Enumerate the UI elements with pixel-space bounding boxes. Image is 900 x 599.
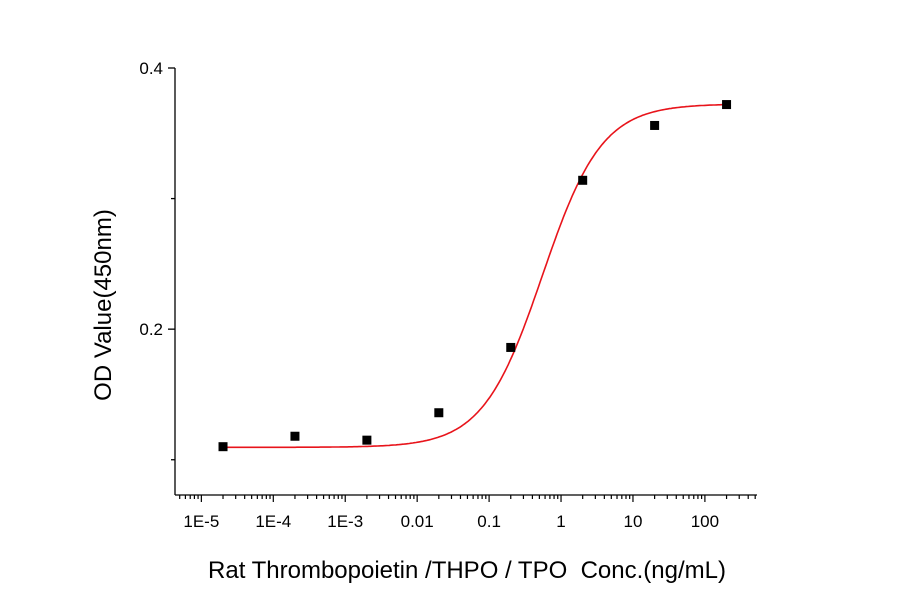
- y-tick-label: 0.4: [139, 59, 163, 78]
- data-point: [218, 442, 228, 452]
- x-tick-label: 10: [624, 512, 643, 531]
- ticks: 0.2 0.4 1E-5 1E-4 1E-3 0.01 0.1 1 10 100: [139, 59, 756, 531]
- x-tick-label: 1E-4: [255, 512, 291, 531]
- data-point: [650, 120, 660, 130]
- x-tick-label: 100: [691, 512, 719, 531]
- y-tick-label: 0.2: [139, 320, 163, 339]
- data-point: [290, 431, 300, 441]
- data-point: [434, 408, 444, 418]
- x-tick-label: 0.01: [401, 512, 434, 531]
- x-tick-label: 1: [556, 512, 565, 531]
- fit-curve: [223, 103, 727, 449]
- data-point: [506, 342, 516, 352]
- x-tick-label: 1E-5: [183, 512, 219, 531]
- y-axis-title: OD Value(450nm): [90, 209, 117, 401]
- data-point: [722, 100, 732, 110]
- x-tick-label: 0.1: [477, 512, 501, 531]
- axes: [174, 68, 757, 496]
- data-point: [362, 435, 372, 445]
- data-point: [578, 175, 588, 185]
- x-axis-title: Rat Thrombopoietin /THPO / TPO Conc.(ng/…: [208, 557, 726, 584]
- data-points: [218, 100, 732, 452]
- x-tick-label: 1E-3: [327, 512, 363, 531]
